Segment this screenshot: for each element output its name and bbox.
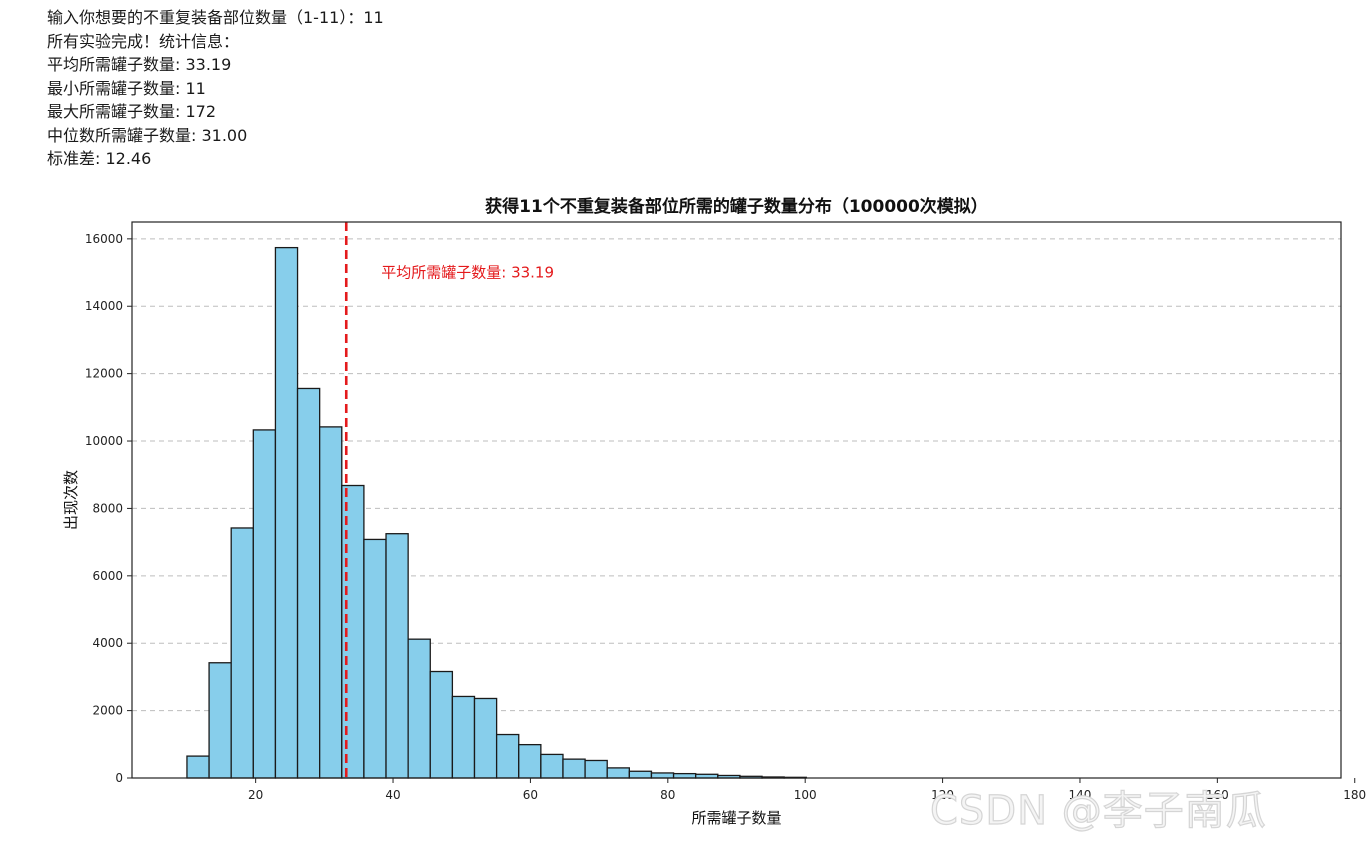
histogram-bar (473, 697, 498, 779)
x-tick-label: 40 (385, 788, 400, 802)
console-line-min: 最小所需罐子数量: 11 (47, 78, 206, 98)
histogram-bar (584, 759, 608, 779)
x-tick-label: 100 (794, 788, 817, 802)
y-tick-label: 2000 (92, 704, 123, 718)
x-tick-label: 180 (1343, 788, 1366, 802)
histogram-bar (230, 527, 254, 779)
histogram-bar (274, 246, 299, 779)
x-tick-label: 20 (248, 788, 263, 802)
histogram-bar (562, 758, 586, 779)
histogram-bar (650, 772, 675, 779)
histogram-bar (518, 743, 542, 779)
histogram-bar (429, 670, 454, 779)
histogram-bars (186, 246, 807, 779)
histogram-bar (319, 426, 343, 779)
histogram-bar (252, 429, 277, 779)
chart-title: 获得11个不重复装备部位所需的罐子数量分布（100000次模拟） (485, 196, 988, 217)
x-tick-label: 120 (931, 788, 954, 802)
y-axis-label: 出现次数 (62, 470, 80, 530)
watermark: CSDN @李子南瓜 (929, 787, 1267, 834)
histogram-bar (495, 733, 520, 779)
histogram-bar (672, 772, 697, 779)
console-line-median: 中位数所需罐子数量: 31.00 (47, 125, 248, 145)
mean-marker: 平均所需罐子数量: 33.19 (344, 222, 554, 778)
x-tick-label: 60 (523, 788, 538, 802)
y-tick-label: 4000 (92, 636, 123, 650)
console-line-max: 最大所需罐子数量: 172 (47, 102, 217, 121)
x-tick-label: 80 (660, 788, 675, 802)
y-tick-label: 14000 (85, 299, 123, 313)
console-line-done: 所有实验完成！统计信息： (47, 31, 240, 51)
histogram-bar (208, 662, 232, 779)
histogram-bar (451, 695, 476, 779)
console-line-input-prompt: 输入你想要的不重复装备部位数量（1-11）：11 (47, 8, 384, 27)
y-tick-label: 0 (115, 771, 123, 785)
axes-frame (131, 221, 1342, 779)
y-tick-label: 12000 (85, 367, 123, 381)
histogram-bar (186, 755, 210, 779)
console-line-mean: 平均所需罐子数量: 33.19 (47, 55, 232, 74)
x-axis-label: 所需罐子数量 (691, 809, 781, 827)
histogram-bar (385, 533, 409, 779)
axis-ticks: 0 2000 4000 6000 8000 10000 12000 14000 16000 20 4… (85, 232, 1366, 802)
histogram-bar (363, 538, 387, 779)
histogram-bar (628, 770, 653, 779)
y-tick-label: 10000 (85, 434, 123, 448)
mean-line-label: 平均所需罐子数量: 33.19 (381, 264, 554, 282)
x-tick-label: 140 (1069, 788, 1092, 802)
histogram-bar (296, 387, 321, 779)
y-tick-label: 6000 (92, 569, 123, 583)
histogram-bar (606, 767, 630, 779)
x-tick-label: 160 (1206, 788, 1229, 802)
y-tick-label: 8000 (92, 501, 123, 515)
console-line-std: 标准差: 12.46 (47, 149, 152, 168)
histogram-bar (407, 638, 431, 779)
console-output: 输入你想要的不重复装备部位数量（1-11）：11 所有实验完成！统计信息： 平均… (47, 6, 384, 171)
histogram-bar (540, 753, 564, 779)
y-tick-label: 16000 (85, 232, 123, 246)
